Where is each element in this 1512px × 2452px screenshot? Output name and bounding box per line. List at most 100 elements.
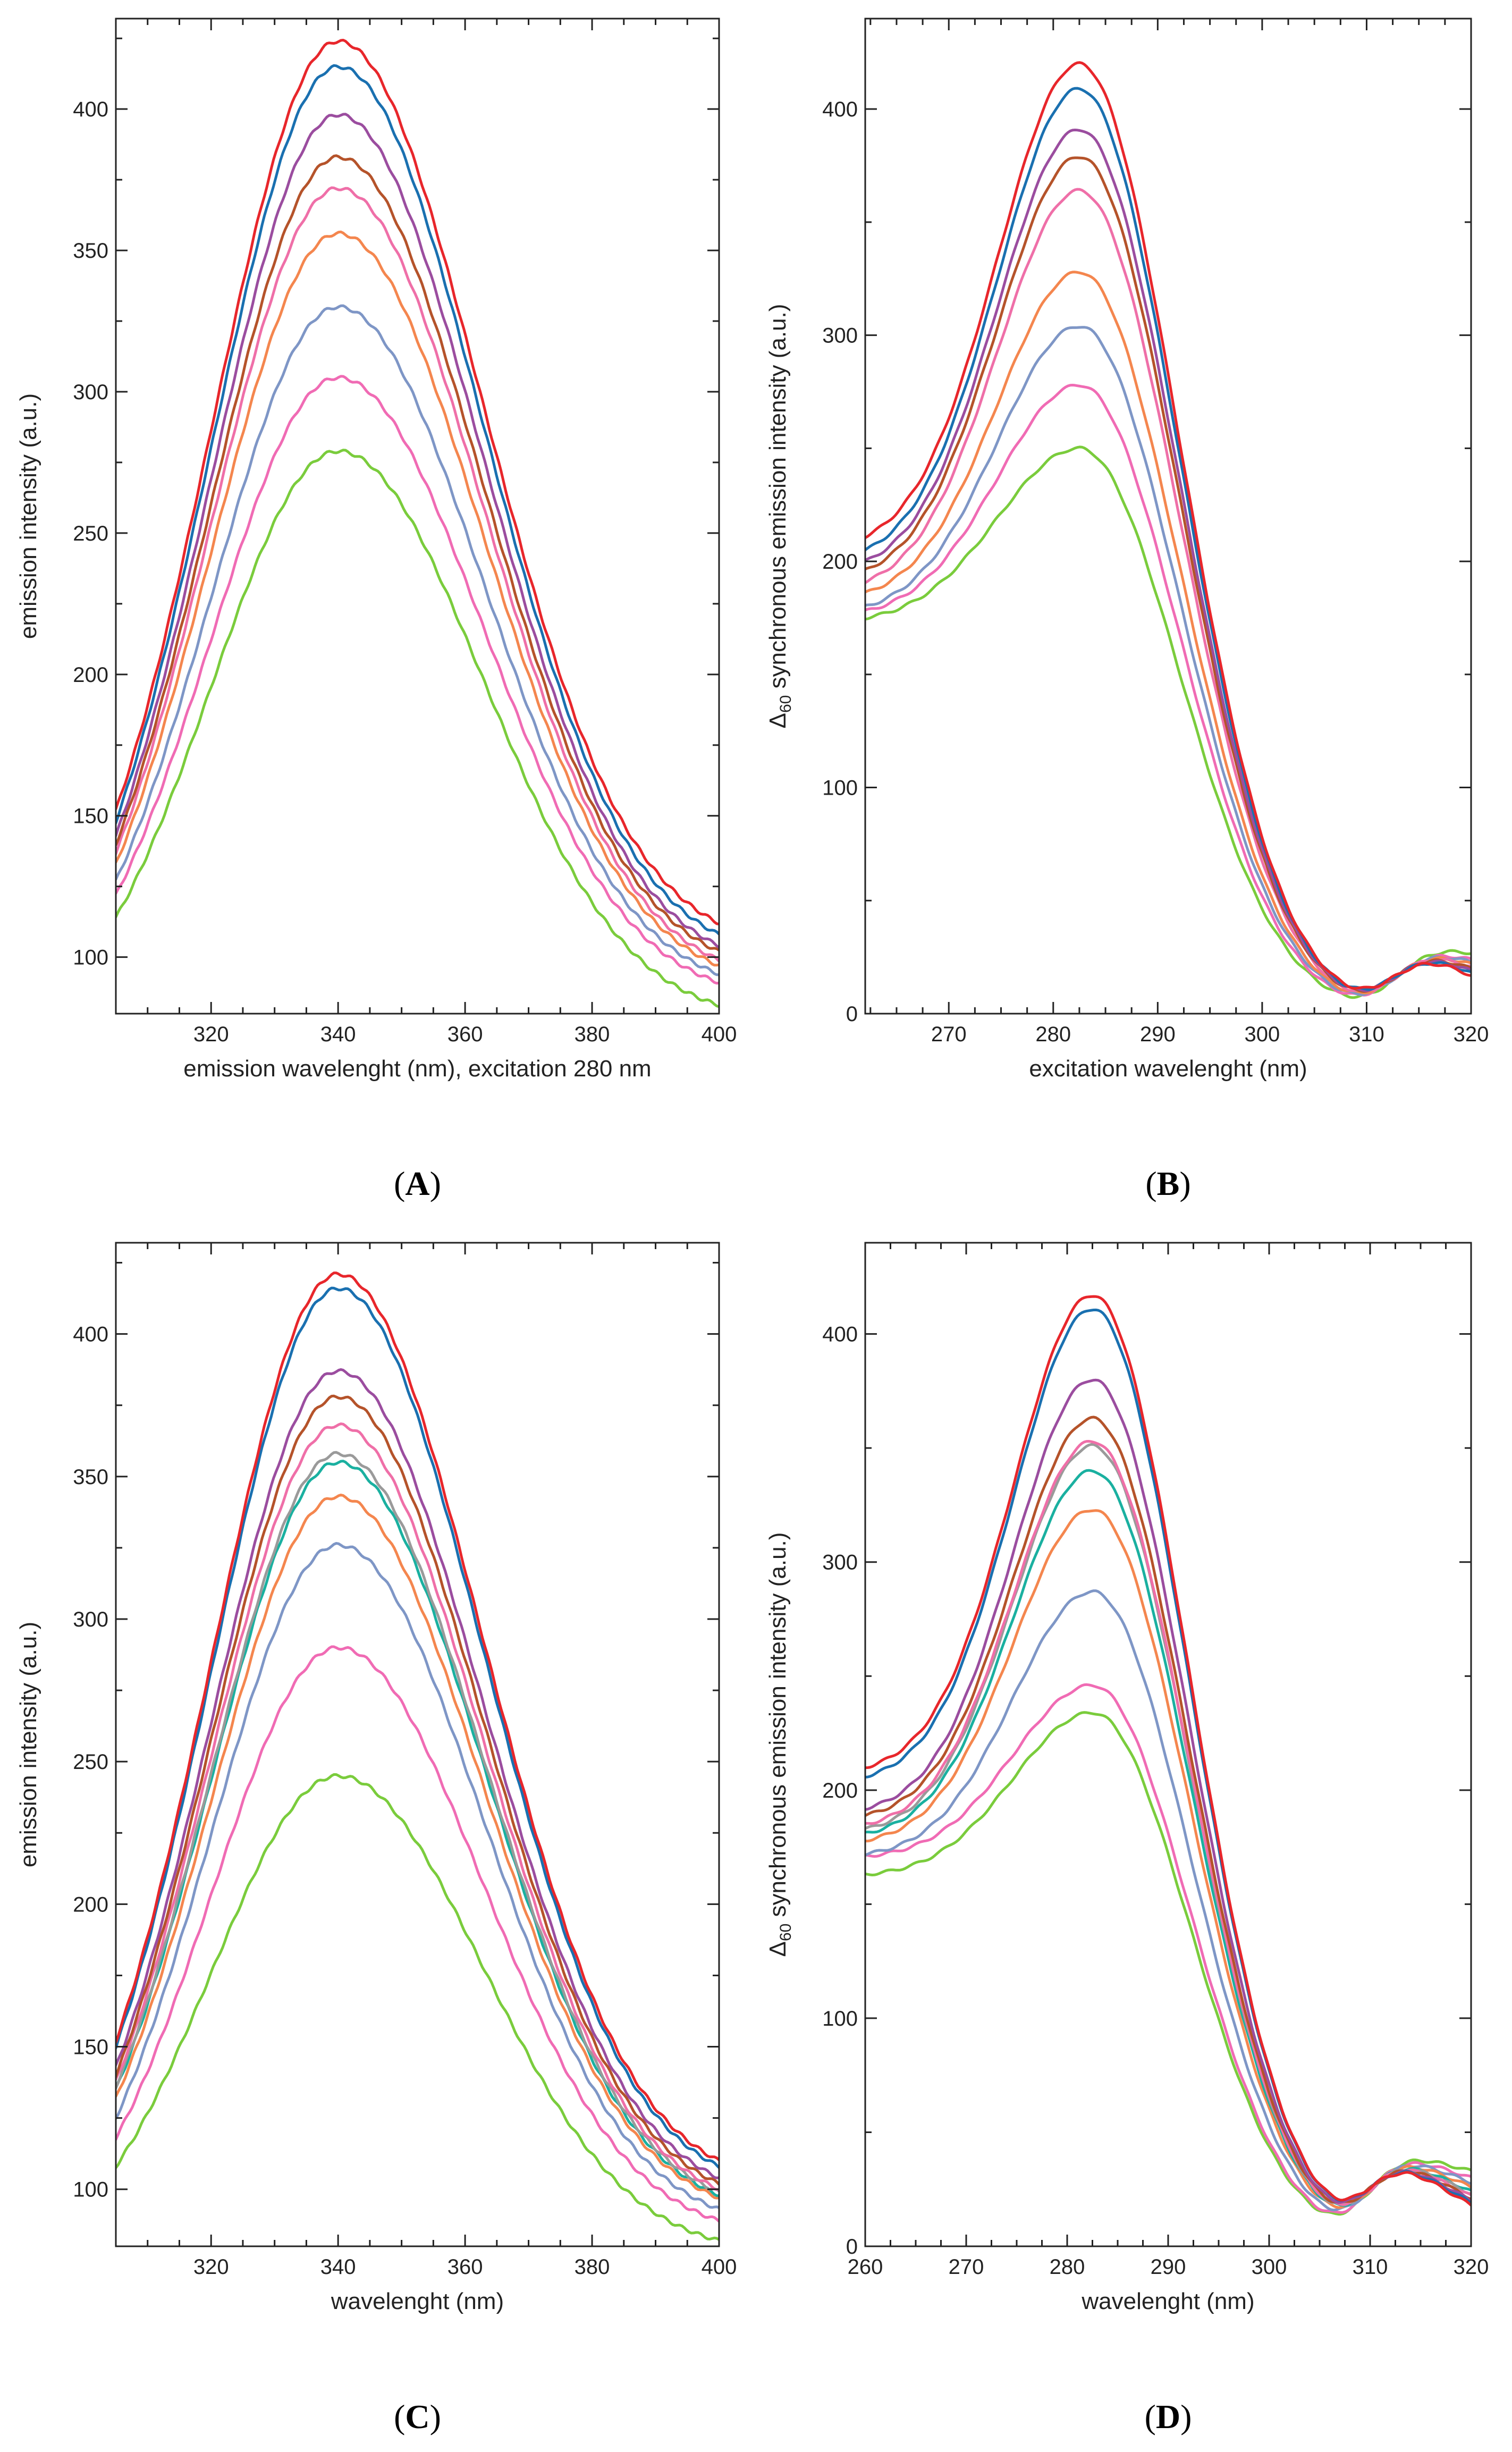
panel-label-B: (B) — [1145, 1165, 1190, 1202]
series-line-purple — [116, 113, 719, 949]
x-tick-label: 360 — [447, 2255, 483, 2279]
y-tick-label: 300 — [73, 1608, 108, 1631]
x-tick-label: 290 — [1140, 1023, 1176, 1046]
panel-label-D: (D) — [1145, 2398, 1192, 2436]
series-line-brown — [116, 154, 719, 952]
series-line-purple — [116, 1368, 719, 2179]
series-line-gray — [116, 1451, 719, 2193]
x-tick-label: 320 — [1454, 2255, 1489, 2279]
series-line-orange — [116, 230, 719, 967]
plot-frame — [864, 18, 1472, 1015]
x-tick-label: 280 — [1050, 2255, 1085, 2279]
x-axis-label: excitation wavelenght (nm) — [1029, 1056, 1307, 1082]
y-tick-label: 0 — [846, 2235, 858, 2259]
series-group — [865, 61, 1471, 999]
y-tick-label: 400 — [822, 1323, 858, 1346]
y-tick-label: 350 — [73, 239, 108, 263]
x-tick-label: 320 — [193, 2255, 229, 2279]
y-tick-label: 200 — [73, 663, 108, 687]
chart-panel-B: 270 280 290 300 310 320 0 100 200 300 400 excitatio… — [765, 18, 1489, 1202]
y-axis-label: emission intensity (a.u.) — [15, 393, 41, 639]
y-tick-label: 200 — [73, 1893, 108, 1916]
series-group — [865, 1295, 1471, 2216]
chart-panel-C: 320 340 360 380 400 100 150 200 250 300 350 400 wave… — [15, 1242, 737, 2436]
x-tick-label: 400 — [702, 2255, 737, 2279]
series-line-magenta — [116, 1645, 719, 2223]
series-group — [116, 1271, 719, 2242]
chart-panel-D: 260 270 280 290 300 310 320 0 100 200 300 400 wavele… — [765, 1242, 1489, 2436]
series-line-orange — [865, 271, 1471, 995]
series-line-steel-blue — [865, 326, 1471, 996]
series-line-red — [865, 61, 1471, 990]
series-line-magenta — [116, 375, 719, 985]
x-axis-label: emission wavelenght (nm), excitation 280… — [183, 1056, 651, 1082]
y-tick-label: 200 — [822, 550, 858, 574]
series-line-magenta — [865, 384, 1471, 997]
y-tick-label: 250 — [73, 522, 108, 545]
x-tick-label: 380 — [575, 1023, 610, 1046]
y-tick-label: 0 — [846, 1002, 858, 1026]
y-tick-label: 150 — [73, 805, 108, 828]
series-line-pink — [116, 1422, 719, 2191]
series-line-steel-blue — [116, 304, 719, 976]
x-tick-label: 310 — [1349, 1023, 1384, 1046]
y-tick-label: 150 — [73, 2036, 108, 2059]
series-line-green — [116, 1773, 719, 2242]
x-axis-label: wavelenght (nm) — [331, 2288, 504, 2314]
series-line-brown — [116, 1394, 719, 2186]
x-tick-label: 400 — [702, 1023, 737, 1046]
plot-frame — [115, 1242, 720, 2247]
series-line-red — [865, 1295, 1471, 2207]
y-tick-label: 200 — [822, 1779, 858, 1802]
y-tick-label: 400 — [822, 98, 858, 121]
series-line-green — [865, 445, 1471, 999]
plot-frame — [115, 18, 720, 1015]
y-tick-label: 100 — [73, 2178, 108, 2202]
x-axis-label: wavelenght (nm) — [1081, 2288, 1254, 2314]
series-line-orange — [116, 1494, 719, 2200]
panel-label-A: (A) — [394, 1165, 441, 1202]
y-tick-label: 100 — [73, 946, 108, 970]
y-tick-label: 300 — [73, 381, 108, 404]
series-line-purple — [865, 1378, 1471, 2204]
series-line-teal — [865, 1469, 1471, 2207]
y-tick-label: 100 — [822, 777, 858, 800]
y-tick-label: 300 — [822, 1551, 858, 1574]
series-line-purple — [865, 129, 1471, 992]
series-line-green — [116, 449, 719, 1008]
series-line-pink — [116, 186, 719, 963]
series-group — [116, 39, 719, 1008]
x-tick-label: 280 — [1035, 1023, 1071, 1046]
series-line-steel-blue — [116, 1542, 719, 2209]
series-line-red — [116, 39, 719, 926]
x-tick-label: 270 — [949, 2255, 984, 2279]
y-axis-label: Δ60 synchronous emission intensity (a.u.… — [765, 304, 795, 729]
x-tick-label: 290 — [1151, 2255, 1186, 2279]
series-line-brown — [865, 1415, 1471, 2204]
x-tick-label: 380 — [575, 2255, 610, 2279]
series-line-blue — [865, 87, 1471, 991]
y-tick-label: 400 — [73, 1323, 108, 1346]
x-tick-label: 270 — [931, 1023, 967, 1046]
x-tick-label: 320 — [193, 1023, 229, 1046]
chart-panel-A: 320 340 360 380 400 100 150 200 250 300 350 400 emis… — [15, 18, 737, 1202]
series-line-green — [865, 1711, 1471, 2216]
y-tick-label: 100 — [822, 2007, 858, 2030]
series-line-blue — [116, 1286, 719, 2169]
series-line-brown — [865, 156, 1471, 993]
y-tick-label: 250 — [73, 1750, 108, 1774]
series-line-steel-blue — [865, 1589, 1471, 2212]
series-line-blue — [116, 64, 719, 936]
x-tick-label: 300 — [1252, 2255, 1287, 2279]
y-tick-label: 400 — [73, 98, 108, 121]
x-tick-label: 310 — [1353, 2255, 1388, 2279]
x-tick-label: 340 — [320, 2255, 356, 2279]
series-line-red — [116, 1271, 719, 2162]
series-line-teal — [116, 1460, 719, 2197]
x-tick-label: 340 — [320, 1023, 356, 1046]
y-tick-label: 300 — [822, 324, 858, 348]
y-axis-label: emission intensity (a.u.) — [15, 1622, 41, 1867]
x-tick-label: 300 — [1245, 1023, 1280, 1046]
y-tick-label: 350 — [73, 1465, 108, 1489]
